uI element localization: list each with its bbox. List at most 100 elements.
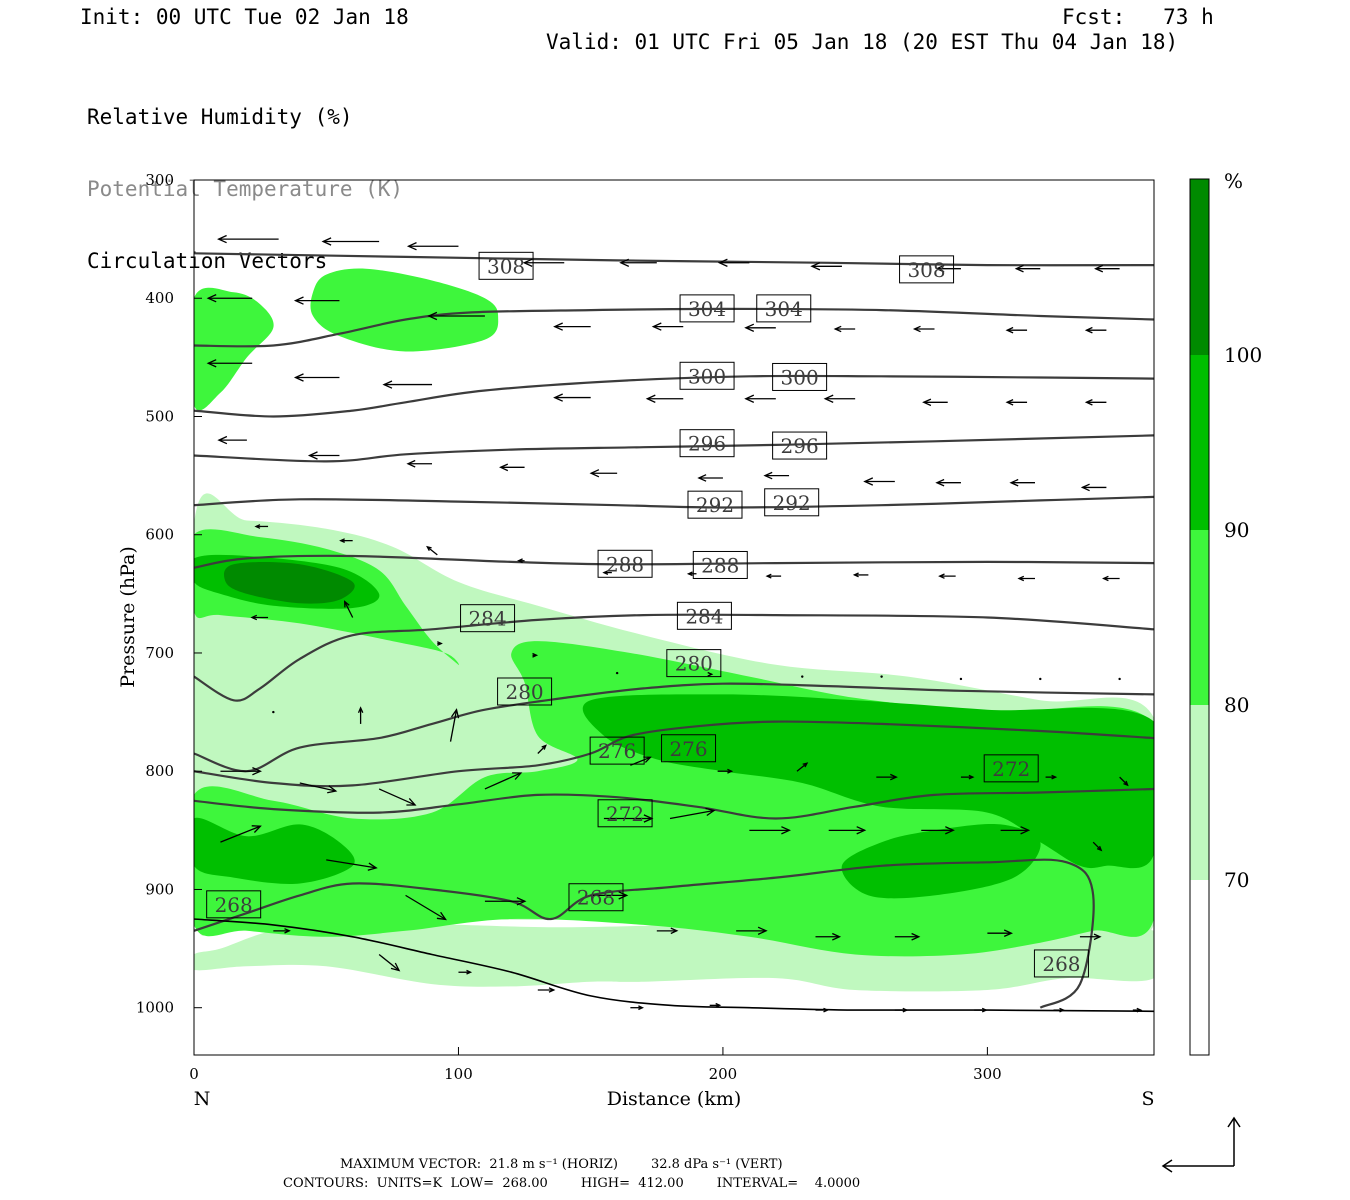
field-list: Relative Humidity (%) Potential Temperat…	[87, 57, 403, 297]
contour-label-288: 288	[597, 549, 653, 578]
circulation-vector	[1053, 1007, 1066, 1013]
svg-text:304: 304	[688, 297, 726, 321]
circulation-vector	[1092, 841, 1103, 852]
circulation-vector	[378, 953, 401, 972]
circulation-vector	[959, 677, 963, 681]
circulation-vector	[1094, 264, 1120, 273]
circulation-vector	[880, 675, 883, 678]
contour-label-272: 272	[597, 799, 653, 828]
colorbar-label: 100	[1224, 343, 1262, 367]
circulation-vector	[935, 478, 961, 487]
circulation-vector	[763, 471, 790, 480]
circulation-vector	[974, 1007, 988, 1013]
y-axis-label: Pressure (hPa)	[117, 546, 139, 688]
contour-info-note: CONTOURS: UNITS=K LOW= 268.00 HIGH= 412.…	[283, 1176, 861, 1191]
contour-label-304: 304	[679, 294, 735, 323]
contour-label-300: 300	[772, 362, 828, 391]
circulation-vector	[499, 463, 525, 472]
svg-text:268: 268	[577, 886, 615, 910]
circulation-vector	[344, 600, 354, 618]
y-tick-label: 400	[145, 289, 174, 307]
contour-label-296: 296	[772, 431, 828, 460]
contour-label-280: 280	[666, 649, 722, 678]
circulation-vector	[912, 325, 935, 333]
y-tick-label: 600	[145, 526, 174, 544]
svg-text:288: 288	[701, 553, 739, 577]
contour-label-284: 284	[676, 601, 732, 630]
circulation-vector	[744, 394, 776, 403]
contour-label-292: 292	[687, 490, 743, 519]
circulation-vector	[707, 671, 714, 677]
contour-label-292: 292	[764, 488, 820, 517]
circulation-vector	[1080, 483, 1107, 492]
circulation-vector	[273, 928, 291, 934]
circulation-vector	[1045, 774, 1058, 780]
circulation-vector	[437, 641, 443, 646]
theta-contour-288	[194, 554, 1154, 569]
circulation-vector	[697, 474, 723, 482]
rh-region-80	[194, 287, 274, 411]
circulation-vector	[1079, 933, 1102, 941]
circulation-vector	[935, 264, 961, 273]
colorbar-unit: %	[1224, 169, 1243, 193]
vector-layer	[206, 234, 1143, 1013]
circulation-vector	[651, 322, 684, 331]
svg-text:268: 268	[1042, 952, 1080, 976]
rh-region-100	[223, 562, 355, 604]
contour-label-296: 296	[679, 429, 735, 458]
colorbar-label: 90	[1224, 518, 1249, 542]
circulation-vector	[1118, 677, 1121, 681]
svg-text:300: 300	[688, 364, 726, 388]
forecast-hour: Fcst: 73 h	[1062, 5, 1214, 29]
circulation-vector	[537, 744, 547, 754]
circulation-vector	[484, 897, 527, 906]
circulation-vector	[863, 477, 895, 486]
circulation-vector	[894, 932, 921, 941]
theta-contour-308	[194, 252, 1154, 267]
svg-text:272: 272	[992, 757, 1030, 781]
circulation-vector	[1102, 575, 1120, 582]
theta-contour-296	[194, 434, 1154, 463]
circulation-vector	[823, 394, 856, 403]
north-end-label: N	[194, 1088, 211, 1110]
circulation-vector	[602, 570, 612, 575]
circulation-vector	[833, 325, 856, 333]
y-tick-label: 900	[145, 880, 174, 898]
circulation-vector	[1084, 399, 1107, 406]
svg-text:296: 296	[781, 434, 819, 458]
field-vectors: Circulation Vectors	[87, 249, 328, 273]
circulation-vector	[426, 545, 438, 556]
theta-contour-304	[194, 307, 1154, 348]
colorbar-label: 80	[1224, 693, 1249, 717]
circulation-vector	[1009, 478, 1035, 487]
circulation-vector	[382, 380, 433, 389]
circulation-vector	[1000, 826, 1031, 835]
circulation-vector	[357, 706, 364, 724]
south-end-label: S	[1141, 1088, 1154, 1110]
svg-text:292: 292	[696, 493, 734, 517]
field-theta: Potential Temperature (K)	[87, 177, 404, 201]
contour-label-308: 308	[478, 251, 534, 280]
circulation-vector	[1005, 326, 1028, 334]
y-tick-label: 500	[145, 407, 174, 425]
colorbar-segment	[1190, 880, 1209, 1055]
circulation-vector	[938, 573, 956, 579]
colorbar: 70 80 90 100%	[1189, 169, 1262, 1056]
circulation-vector	[717, 258, 750, 267]
x-tick-label: 200	[709, 1065, 738, 1083]
y-tick-label: 300	[145, 171, 174, 189]
circulation-vector	[406, 242, 459, 251]
y-tick-label: 700	[145, 644, 174, 662]
circulation-vector	[405, 894, 447, 921]
terrain-layer	[193, 918, 1155, 1013]
x-tick-label: 0	[189, 1065, 199, 1083]
circulation-vector	[1132, 1007, 1143, 1013]
svg-text:304: 304	[765, 297, 803, 321]
circulation-vector	[765, 573, 782, 579]
circulation-vector	[669, 807, 716, 820]
circulation-vector	[987, 929, 1014, 937]
circulation-vector	[736, 926, 768, 935]
circulation-vector	[815, 932, 842, 941]
circulation-vector	[220, 767, 262, 776]
circulation-vector	[1084, 326, 1107, 334]
